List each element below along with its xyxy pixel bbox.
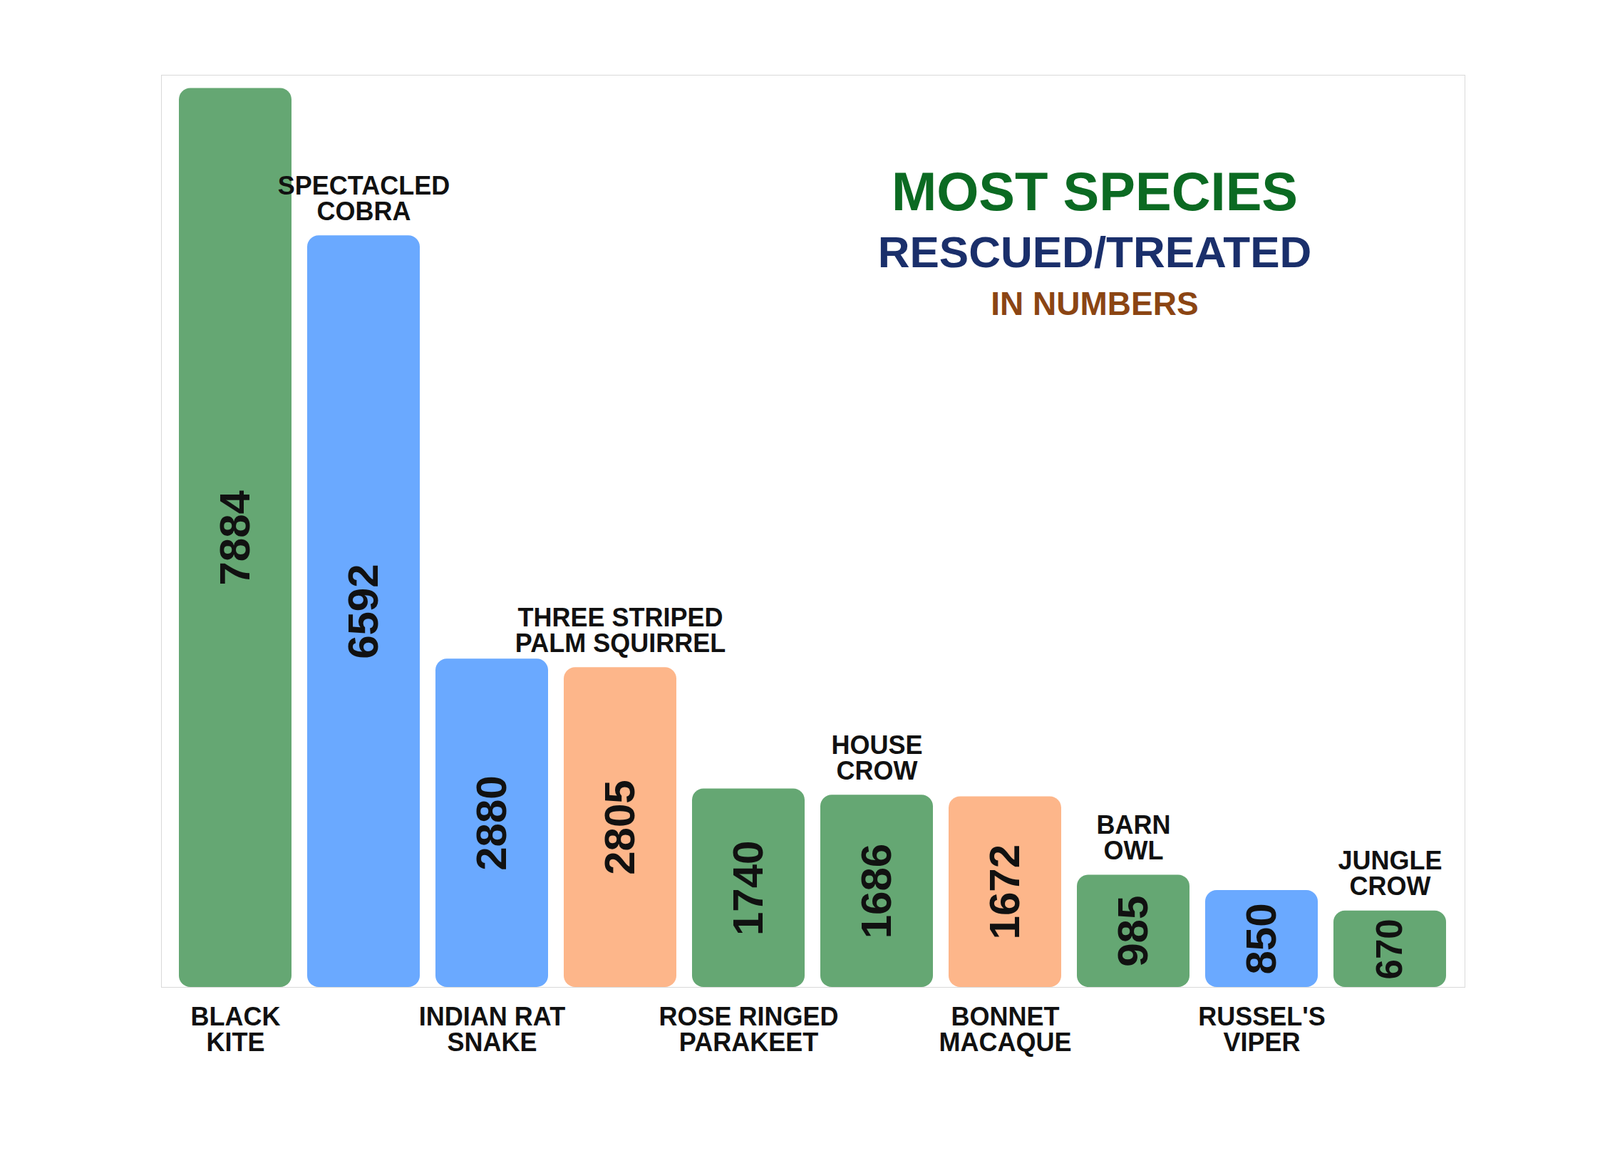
svg-text:850: 850	[1237, 902, 1285, 975]
html-text:MOST SPECIES: MOST SPECIES	[891, 161, 1298, 222]
svg-text:BARNOWL: BARNOWL	[1096, 810, 1171, 866]
svg-text:985: 985	[1108, 895, 1157, 968]
svg-text:THREE STRIPEDPALM SQUIRREL: THREE STRIPEDPALM SQUIRREL	[515, 602, 726, 658]
html-text:RESCUED/TREATED: RESCUED/TREATED	[877, 227, 1312, 277]
svg-text:INDIAN RATSNAKE: INDIAN RATSNAKE	[419, 1002, 566, 1057]
svg-text:670: 670	[1369, 918, 1410, 980]
html-text:IN NUMBERS: IN NUMBERS	[990, 284, 1199, 322]
svg-text:7884: 7884	[210, 489, 259, 586]
svg-text:1672: 1672	[980, 844, 1029, 940]
svg-text:JUNGLECROW: JUNGLECROW	[1337, 845, 1442, 901]
svg-text:2880: 2880	[467, 775, 516, 871]
svg-text:1740: 1740	[724, 840, 772, 936]
svg-text:RUSSEL'SVIPER: RUSSEL'SVIPER	[1198, 1002, 1326, 1057]
svg-text:1686: 1686	[852, 843, 901, 939]
svg-text:SPECTACLEDCOBRA: SPECTACLEDCOBRA	[277, 171, 450, 226]
svg-text:ROSE RINGEDPARAKEET: ROSE RINGEDPARAKEET	[658, 1002, 839, 1057]
svg-text:BONNETMACAQUE: BONNETMACAQUE	[939, 1002, 1072, 1057]
svg-text:2805: 2805	[595, 779, 644, 875]
svg-text:BLACKKITE: BLACKKITE	[191, 1002, 281, 1057]
svg-text:6592: 6592	[339, 563, 387, 659]
svg-text:HOUSECROW: HOUSECROW	[831, 730, 923, 786]
